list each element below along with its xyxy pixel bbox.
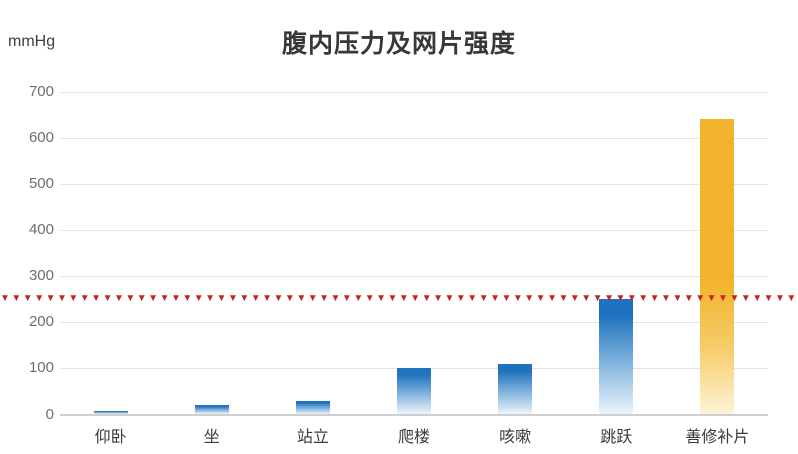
y-tick-label-400: 400 [28, 221, 54, 239]
x-axis-line [60, 413, 768, 416]
x-axis-label-坐: 坐 [203, 429, 220, 446]
y-tick-label-600: 600 [28, 128, 54, 146]
y-tick-label-100: 100 [28, 359, 54, 377]
x-axis-label-仰卧: 仰卧 [94, 429, 127, 446]
x-axis-label-站立: 站立 [296, 429, 329, 446]
x-axis-label-跳跃: 跳跃 [600, 429, 633, 446]
gridline-600 [60, 137, 768, 139]
gridline-400 [60, 230, 768, 232]
x-axis-label-咳嗽: 咳嗽 [499, 429, 532, 446]
y-tick-label-500: 500 [28, 174, 54, 192]
gridline-500 [60, 183, 768, 185]
bar-坐 [194, 405, 229, 415]
threshold-line: ▼▼▼▼▼▼▼▼▼▼▼▼▼▼▼▼▼▼▼▼▼▼▼▼▼▼▼▼▼▼▼▼▼▼▼▼▼▼▼▼… [0, 294, 798, 305]
bar-站立 [295, 400, 330, 415]
bar-仰卧 [93, 410, 128, 415]
bar-咳嗽 [498, 363, 533, 415]
gridline-200 [60, 322, 768, 324]
y-tick-label-200: 200 [28, 313, 54, 331]
y-tick-label-0: 0 [45, 405, 54, 423]
x-axis-label-爬楼: 爬楼 [397, 429, 430, 446]
bar-爬楼 [397, 368, 431, 415]
y-axis-unit-label: mmHg [8, 33, 56, 50]
gridline-300 [60, 276, 768, 278]
gridline-700 [60, 91, 768, 93]
x-axis-label-善修补片: 善修补片 [685, 429, 750, 446]
y-tick-label-300: 300 [28, 267, 54, 285]
bar-跳跃 [599, 299, 634, 415]
bar-善修补片 [700, 119, 735, 415]
y-tick-label-700: 700 [28, 82, 54, 100]
chart-title: 腹内压力及网片强度 [281, 31, 516, 58]
